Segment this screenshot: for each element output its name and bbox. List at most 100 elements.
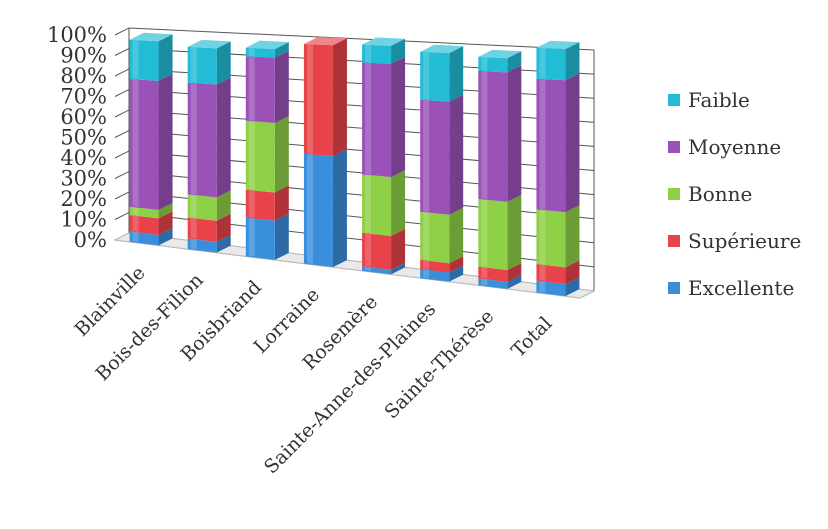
bar-side xyxy=(274,213,289,260)
bar-highlight xyxy=(306,154,313,264)
bar-highlight xyxy=(539,209,546,265)
bar-highlight xyxy=(365,174,372,233)
bar-side xyxy=(391,262,406,275)
gridline-depth xyxy=(114,109,130,118)
bar-segment xyxy=(303,38,347,157)
bar-segment xyxy=(187,190,231,221)
y-tick-label: 50% xyxy=(60,126,107,150)
bar-side xyxy=(507,263,522,282)
bar-top xyxy=(420,44,464,54)
bar-segment xyxy=(420,46,464,102)
bar-highlight xyxy=(132,79,139,207)
legend-swatch xyxy=(668,282,680,294)
gridline-depth xyxy=(114,212,130,220)
bar-side xyxy=(507,65,522,202)
bar-side xyxy=(332,38,347,157)
bar-segment xyxy=(420,265,464,282)
bar-segment xyxy=(536,42,580,81)
y-tick-label: 20% xyxy=(60,187,107,211)
bar-segment xyxy=(478,194,522,271)
bar-top xyxy=(187,39,231,49)
bar-side xyxy=(158,211,173,236)
y-tick-label: 0% xyxy=(74,228,107,252)
gridline xyxy=(128,27,595,51)
bar-segment xyxy=(362,262,406,275)
bar-side xyxy=(449,256,464,273)
y-tick-label: 10% xyxy=(60,208,107,232)
bar-segment xyxy=(187,235,231,253)
bar-segment xyxy=(420,256,464,273)
y-tick-label: 70% xyxy=(60,85,107,109)
bar-highlight xyxy=(306,44,313,154)
bar-segment xyxy=(478,274,522,289)
bar-segment xyxy=(245,50,289,123)
bar-highlight xyxy=(481,57,488,71)
bar-highlight xyxy=(539,79,546,210)
bar-side xyxy=(158,34,173,81)
bar-segment xyxy=(187,41,231,85)
bar-side xyxy=(565,277,580,297)
legend-label: Bonne xyxy=(688,182,752,206)
bar-top xyxy=(303,36,347,46)
bar-side xyxy=(507,194,522,271)
bar-side xyxy=(332,149,347,268)
bar-side xyxy=(391,170,406,236)
gridline-depth xyxy=(114,48,130,56)
bar-segment xyxy=(245,115,289,193)
bar-side xyxy=(274,115,289,193)
legend-item: Moyenne xyxy=(668,135,781,159)
bar-side xyxy=(216,41,231,85)
legend-swatch xyxy=(668,235,680,247)
bar-segment xyxy=(245,185,289,221)
bar-highlight xyxy=(190,47,197,83)
legend-item: Bonne xyxy=(668,182,752,206)
bar-segment xyxy=(362,56,406,178)
bar-side xyxy=(216,235,231,253)
gridline-depth xyxy=(114,68,130,77)
bar-highlight xyxy=(481,71,488,200)
bar-highlight xyxy=(190,239,197,250)
gridline-depth xyxy=(114,89,130,97)
bar-highlight xyxy=(423,212,430,260)
bar-segment xyxy=(129,34,173,81)
bar-side xyxy=(216,213,231,243)
bar-highlight xyxy=(132,215,139,232)
x-axis: BlainvilleBois-des-FilionBoisbriandLorra… xyxy=(70,262,556,478)
bar-segment xyxy=(478,51,522,73)
y-tick-label: 30% xyxy=(60,167,107,191)
x-tick-label: Total xyxy=(507,313,556,362)
bar-side xyxy=(449,207,464,264)
bar-highlight xyxy=(481,199,488,267)
bar-side xyxy=(158,203,173,219)
y-tick-label: 60% xyxy=(60,105,107,129)
bar-highlight xyxy=(423,260,430,270)
bar-highlight xyxy=(423,100,430,212)
legend: Faible Moyenne Bonne Supérieure Excellente xyxy=(668,88,801,300)
bar-highlight xyxy=(190,83,197,195)
bar-side xyxy=(391,38,406,64)
bar-highlight xyxy=(248,121,255,190)
gridline-depth xyxy=(114,150,130,159)
bar-segment xyxy=(245,42,289,58)
bar-top xyxy=(129,32,173,42)
y-tick-label: 80% xyxy=(60,64,107,88)
legend-item: Faible xyxy=(668,88,750,112)
gridline-depth xyxy=(114,27,130,36)
bar-segment xyxy=(478,263,522,282)
bar-side xyxy=(391,228,406,270)
legend-item: Supérieure xyxy=(668,229,801,253)
bar-segment xyxy=(129,228,173,246)
bar-highlight xyxy=(248,190,255,218)
bar-top xyxy=(536,40,580,50)
bar-side xyxy=(449,265,464,282)
bar-segment xyxy=(536,277,580,297)
bar-side xyxy=(216,77,231,198)
bar-highlight xyxy=(248,48,255,57)
y-tick-label: 90% xyxy=(60,44,107,68)
bar-highlight xyxy=(423,52,430,100)
bars xyxy=(129,32,580,297)
bar-highlight xyxy=(248,218,255,257)
bar-highlight xyxy=(539,281,546,293)
bar-highlight xyxy=(423,269,430,279)
